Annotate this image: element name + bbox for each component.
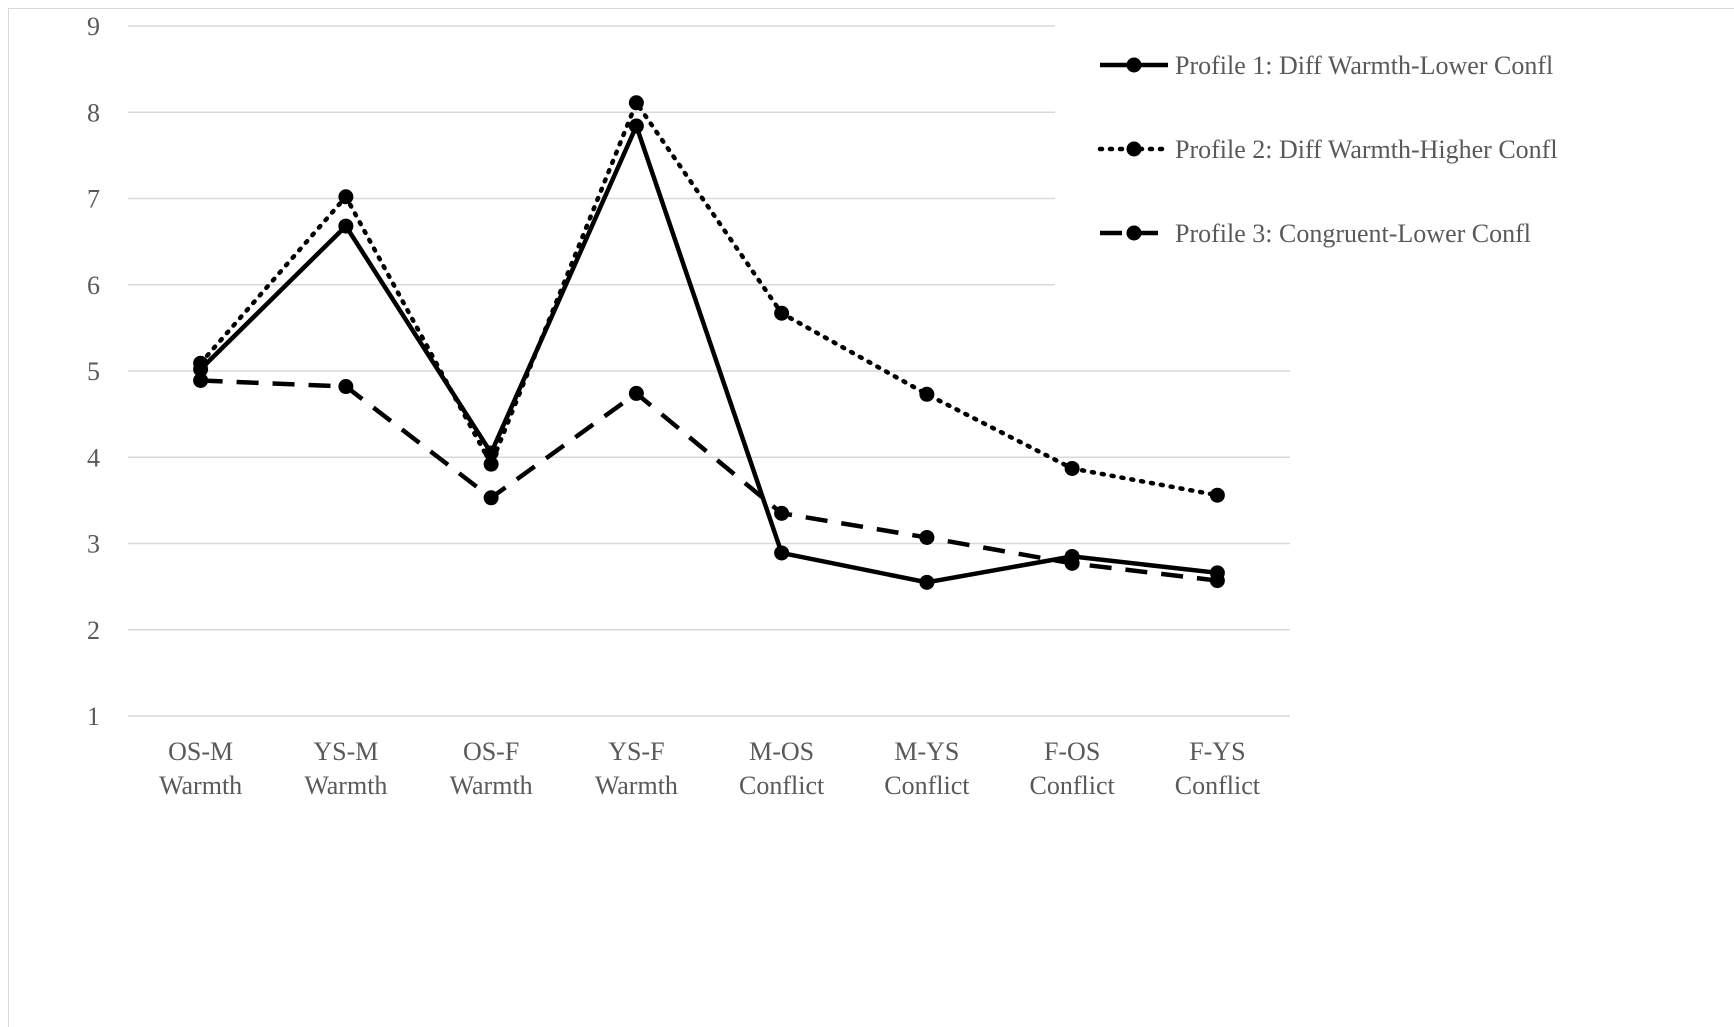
legend-marker (1126, 57, 1142, 73)
y-tick-label: 2 (87, 616, 100, 645)
series-lines (193, 95, 1225, 590)
y-tick-label: 1 (87, 702, 100, 731)
gridlines (128, 25, 1290, 717)
x-tick-label: F-OS Conflict (1030, 737, 1116, 800)
series-2 (193, 95, 1225, 503)
legend-marker (1126, 225, 1142, 241)
data-point (774, 305, 790, 321)
legend-item-2: Profile 2: Diff Warmth-Higher Confl (1097, 135, 1558, 164)
legend-label: Profile 3: Congruent-Lower Confl (1175, 219, 1531, 248)
data-point (338, 189, 354, 205)
series-line (198, 98, 1220, 498)
y-tick-label: 6 (87, 271, 100, 300)
series-3 (193, 372, 1225, 589)
data-point (1064, 555, 1080, 571)
data-point (919, 529, 935, 545)
y-tick-label: 5 (87, 357, 100, 386)
legend-label: Profile 2: Diff Warmth-Higher Confl (1175, 135, 1558, 164)
data-point (774, 505, 790, 521)
y-axis-ticks: 1 2 3 4 5 6 7 8 9 (87, 12, 100, 731)
data-point (628, 385, 644, 401)
x-tick-label: YS-F Warmth (595, 737, 678, 800)
legend-marker (1126, 141, 1142, 157)
data-point (1064, 460, 1080, 476)
data-point (193, 372, 209, 388)
x-tick-label: M-YS Conflict (884, 737, 970, 800)
data-point (483, 490, 499, 506)
data-point (1209, 487, 1225, 503)
data-point (1209, 573, 1225, 589)
series-line (200, 378, 1218, 583)
data-point (628, 118, 644, 134)
x-tick-label: OS-F Warmth (450, 737, 533, 800)
data-point (774, 545, 790, 561)
y-tick-label: 4 (87, 443, 100, 472)
chart-frame (8, 8, 1734, 1027)
x-tick-label: F-YS Conflict (1175, 737, 1261, 800)
data-point (919, 386, 935, 402)
data-point (338, 218, 354, 234)
series-1 (193, 118, 1225, 590)
data-point (628, 95, 644, 111)
data-point (338, 379, 354, 395)
y-tick-label: 7 (87, 185, 100, 214)
x-tick-label: YS-M Warmth (304, 737, 387, 800)
legend-label: Profile 1: Diff Warmth-Lower Confl (1175, 51, 1553, 80)
data-point (483, 456, 499, 472)
data-point (919, 574, 935, 590)
legend-item-3: Profile 3: Congruent-Lower Confl (1100, 219, 1531, 248)
legend: Profile 1: Diff Warmth-Lower Confl Profil… (1097, 51, 1558, 248)
x-tick-label: OS-M Warmth (159, 737, 242, 800)
data-point (193, 355, 209, 371)
series-line (199, 119, 1218, 585)
x-axis-ticks: OS-M Warmth YS-M Warmth OS-F Warmth YS-F Warmth… (159, 737, 1261, 800)
legend-item-1: Profile 1: Diff Warmth-Lower Confl (1100, 51, 1553, 80)
y-tick-label: 8 (87, 98, 100, 127)
x-tick-label: M-OS Conflict (739, 737, 825, 800)
y-tick-label: 3 (87, 530, 100, 559)
y-tick-label: 9 (87, 12, 100, 41)
